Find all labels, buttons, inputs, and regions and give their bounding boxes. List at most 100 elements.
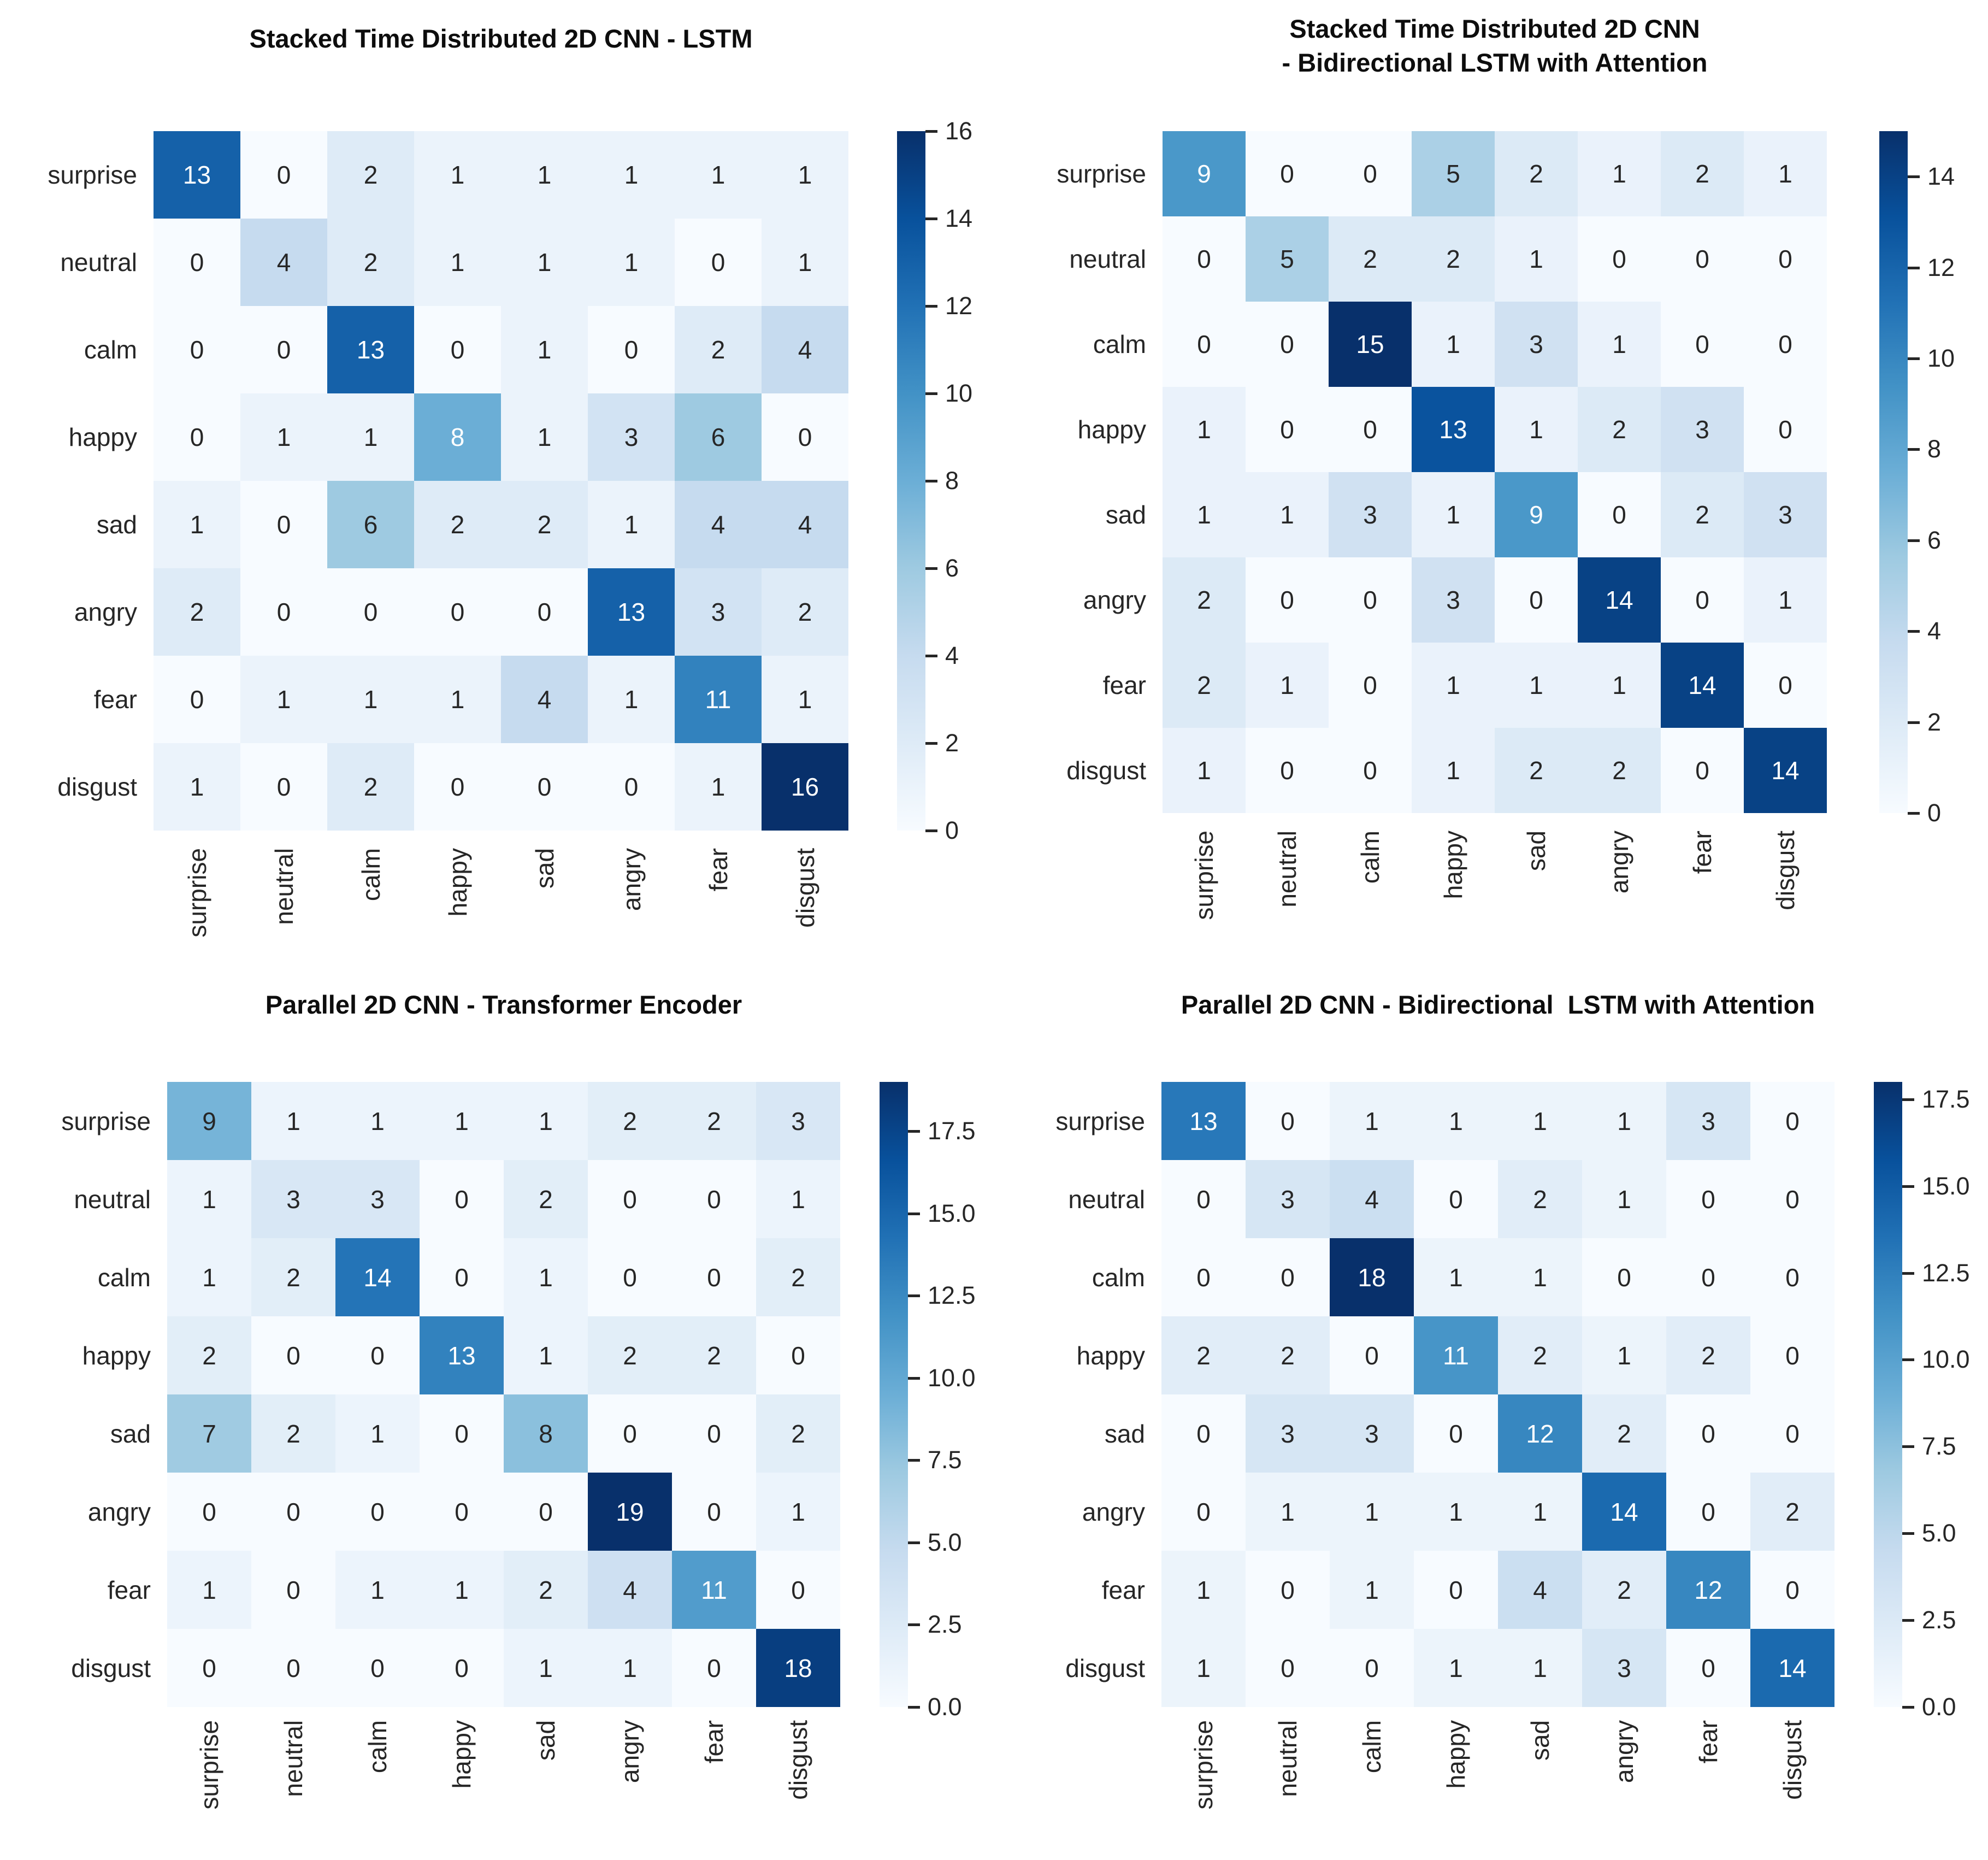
- heatmap-cell-happy-angry: 2: [588, 1316, 672, 1394]
- colorbar-tick-label: 4: [945, 641, 959, 669]
- heatmap-panel-parallel-cnn-transformer: Parallel 2D CNN - Transformer Encoder su…: [0, 930, 994, 1860]
- x-tick-slot-disgust: disgust: [756, 1720, 840, 1800]
- heatmap-cell-happy-happy: 13: [1412, 387, 1495, 472]
- heatmap-cell-neutral-fear: 0: [675, 219, 762, 306]
- colorbar-tick: [908, 1623, 920, 1627]
- heatmap-cell-angry-angry: 19: [588, 1473, 672, 1551]
- colorbar: 0.0 2.5 5.0 7.5 10.0 12.5 15.0 17.5: [880, 1082, 1006, 1721]
- heatmap-cell-disgust-happy: 1: [1414, 1629, 1498, 1707]
- heatmap-cell-surprise-angry: 1: [1582, 1082, 1666, 1160]
- heatmap-cell-disgust-calm: 2: [327, 743, 414, 831]
- heatmap-cell-neutral-angry: 0: [1578, 216, 1661, 302]
- heatmap-cell-calm-calm: 14: [335, 1238, 420, 1316]
- heatmap-cell-happy-angry: 2: [1578, 387, 1661, 472]
- heatmap-cell-fear-fear: 12: [1666, 1551, 1750, 1629]
- colorbar-tick-label: 8: [1927, 435, 1942, 463]
- heatmap-grid: 13 0 1 1 1 1 3 0 0 3 4 0 2 1 0 0 0 0 18 1 1 0 0 0 2 2 0 11 2 1 2 0 0 3 3 0 1…: [1161, 1082, 1834, 1707]
- heatmap-grid: 13 0 2 1 1 1 1 1 0 4 2 1 1 1 0 1 0 0 13 0 1 0 2 4 0 1 1 8 1 3 6 0 1 0 6 2 2 1…: [154, 131, 848, 831]
- heatmap-cell-disgust-sad: 2: [1495, 728, 1578, 813]
- x-tick-label-sad: sad: [532, 1720, 560, 1761]
- colorbar: 0 2 4 6 8 10 12 14 16: [897, 117, 1024, 844]
- heatmap-cell-sad-calm: 3: [1330, 1394, 1414, 1473]
- heatmap-cell-calm-calm: 18: [1330, 1238, 1414, 1316]
- colorbar-gradient: [1874, 1082, 1902, 1707]
- heatmap-cell-fear-surprise: 2: [1163, 643, 1246, 728]
- heatmap-cell-surprise-calm: 2: [327, 131, 414, 219]
- x-tick-label-neutral: neutral: [1273, 831, 1301, 908]
- y-tick-label-surprise: surprise: [1055, 1106, 1145, 1135]
- colorbar-tick: [925, 305, 937, 308]
- heatmap-cell-happy-disgust: 0: [1744, 387, 1827, 472]
- heatmap-cell-sad-calm: 1: [335, 1394, 420, 1473]
- y-tick-label-sad: sad: [110, 1419, 151, 1448]
- colorbar-tick: [1902, 1358, 1914, 1362]
- x-tick-slot-neutral: neutral: [1246, 1720, 1330, 1797]
- y-tick-label-sad: sad: [1105, 501, 1146, 529]
- heatmap-cell-angry-calm: 1: [1330, 1473, 1414, 1551]
- y-tick-label-neutral: neutral: [60, 248, 137, 276]
- colorbar-tick: [925, 217, 937, 220]
- heatmap-cell-angry-calm: 0: [327, 568, 414, 656]
- colorbar-tick: [925, 567, 937, 570]
- heatmap-cell-calm-calm: 13: [327, 306, 414, 393]
- x-tick-label-happy: happy: [1439, 831, 1467, 899]
- y-axis-labels: surprise neutral calm happy sad angry fear disg…: [994, 131, 1146, 813]
- heatmap-cell-disgust-calm: 0: [1330, 1629, 1414, 1707]
- colorbar-tick-label: 12: [945, 292, 973, 320]
- heatmap-cell-fear-calm: 1: [327, 656, 414, 743]
- heatmap-cell-calm-angry: 0: [588, 306, 675, 393]
- heatmap-cell-disgust-sad: 0: [501, 743, 588, 831]
- heatmap-cell-disgust-fear: 0: [1666, 1629, 1750, 1707]
- y-tick-label-calm: calm: [1093, 330, 1146, 358]
- heatmap-cell-calm-calm: 15: [1329, 302, 1412, 387]
- colorbar-tick: [908, 1459, 920, 1462]
- heatmap-cell-surprise-surprise: 9: [167, 1082, 251, 1160]
- heatmap-panel-stacked-cnn-lstm: Stacked Time Distributed 2D CNN - LSTM s…: [0, 0, 994, 938]
- x-tick-slot-surprise: surprise: [1163, 831, 1246, 920]
- heatmap-cell-disgust-neutral: 0: [251, 1629, 335, 1707]
- colorbar-tick: [1902, 1272, 1914, 1275]
- x-tick-label-disgust: disgust: [791, 848, 819, 928]
- heatmap-cell-calm-neutral: 0: [1246, 1238, 1330, 1316]
- heatmap-cell-disgust-surprise: 0: [167, 1629, 251, 1707]
- heatmap-cell-fear-happy: 0: [1414, 1551, 1498, 1629]
- heatmap-cell-angry-sad: 1: [1498, 1473, 1582, 1551]
- heatmap-cell-happy-surprise: 0: [154, 393, 240, 481]
- heatmap-cell-fear-fear: 11: [675, 656, 762, 743]
- x-tick-slot-fear: fear: [675, 848, 762, 891]
- heatmap-cell-surprise-calm: 1: [335, 1082, 420, 1160]
- heatmap-cell-angry-disgust: 1: [1744, 557, 1827, 643]
- colorbar-tick: [1908, 630, 1920, 633]
- heatmap-cell-happy-neutral: 0: [251, 1316, 335, 1394]
- y-tick-label-fear: fear: [93, 685, 137, 714]
- heatmap-cell-neutral-surprise: 1: [167, 1160, 251, 1238]
- colorbar-tick: [908, 1376, 920, 1380]
- y-tick-label-surprise: surprise: [1057, 160, 1146, 188]
- colorbar-tick-label: 12.5: [928, 1281, 976, 1310]
- heatmap-cell-happy-disgust: 0: [762, 393, 848, 481]
- heatmap-cell-calm-surprise: 0: [154, 306, 240, 393]
- heatmap-cell-surprise-happy: 1: [414, 131, 501, 219]
- x-tick-slot-sad: sad: [1498, 1720, 1582, 1761]
- heatmap-cell-angry-disgust: 2: [762, 568, 848, 656]
- heatmap-cell-neutral-disgust: 0: [1750, 1160, 1834, 1238]
- x-tick-label-surprise: surprise: [195, 1720, 223, 1810]
- heatmap-cell-happy-fear: 2: [1666, 1316, 1750, 1394]
- y-tick-label-happy: happy: [68, 423, 137, 451]
- colorbar-tick-label: 0.0: [928, 1693, 962, 1721]
- heatmap-cell-surprise-fear: 1: [675, 131, 762, 219]
- heatmap-cell-fear-sad: 1: [1495, 643, 1578, 728]
- x-tick-label-calm: calm: [356, 848, 385, 902]
- colorbar-tick: [1902, 1706, 1914, 1709]
- colorbar-tick-label: 6: [1927, 526, 1942, 554]
- heatmap-cell-sad-disgust: 2: [756, 1394, 840, 1473]
- heatmap-cell-happy-calm: 0: [335, 1316, 420, 1394]
- colorbar-tick-label: 2.5: [1922, 1606, 1956, 1634]
- colorbar-tick-label: 0: [1927, 799, 1942, 827]
- x-tick-slot-happy: happy: [1412, 831, 1495, 899]
- heatmap-cell-happy-surprise: 2: [1161, 1316, 1246, 1394]
- heatmap-cell-neutral-neutral: 4: [240, 219, 327, 306]
- x-tick-label-fear: fear: [704, 848, 733, 892]
- x-tick-slot-happy: happy: [420, 1720, 504, 1788]
- heatmap-cell-surprise-calm: 0: [1329, 131, 1412, 216]
